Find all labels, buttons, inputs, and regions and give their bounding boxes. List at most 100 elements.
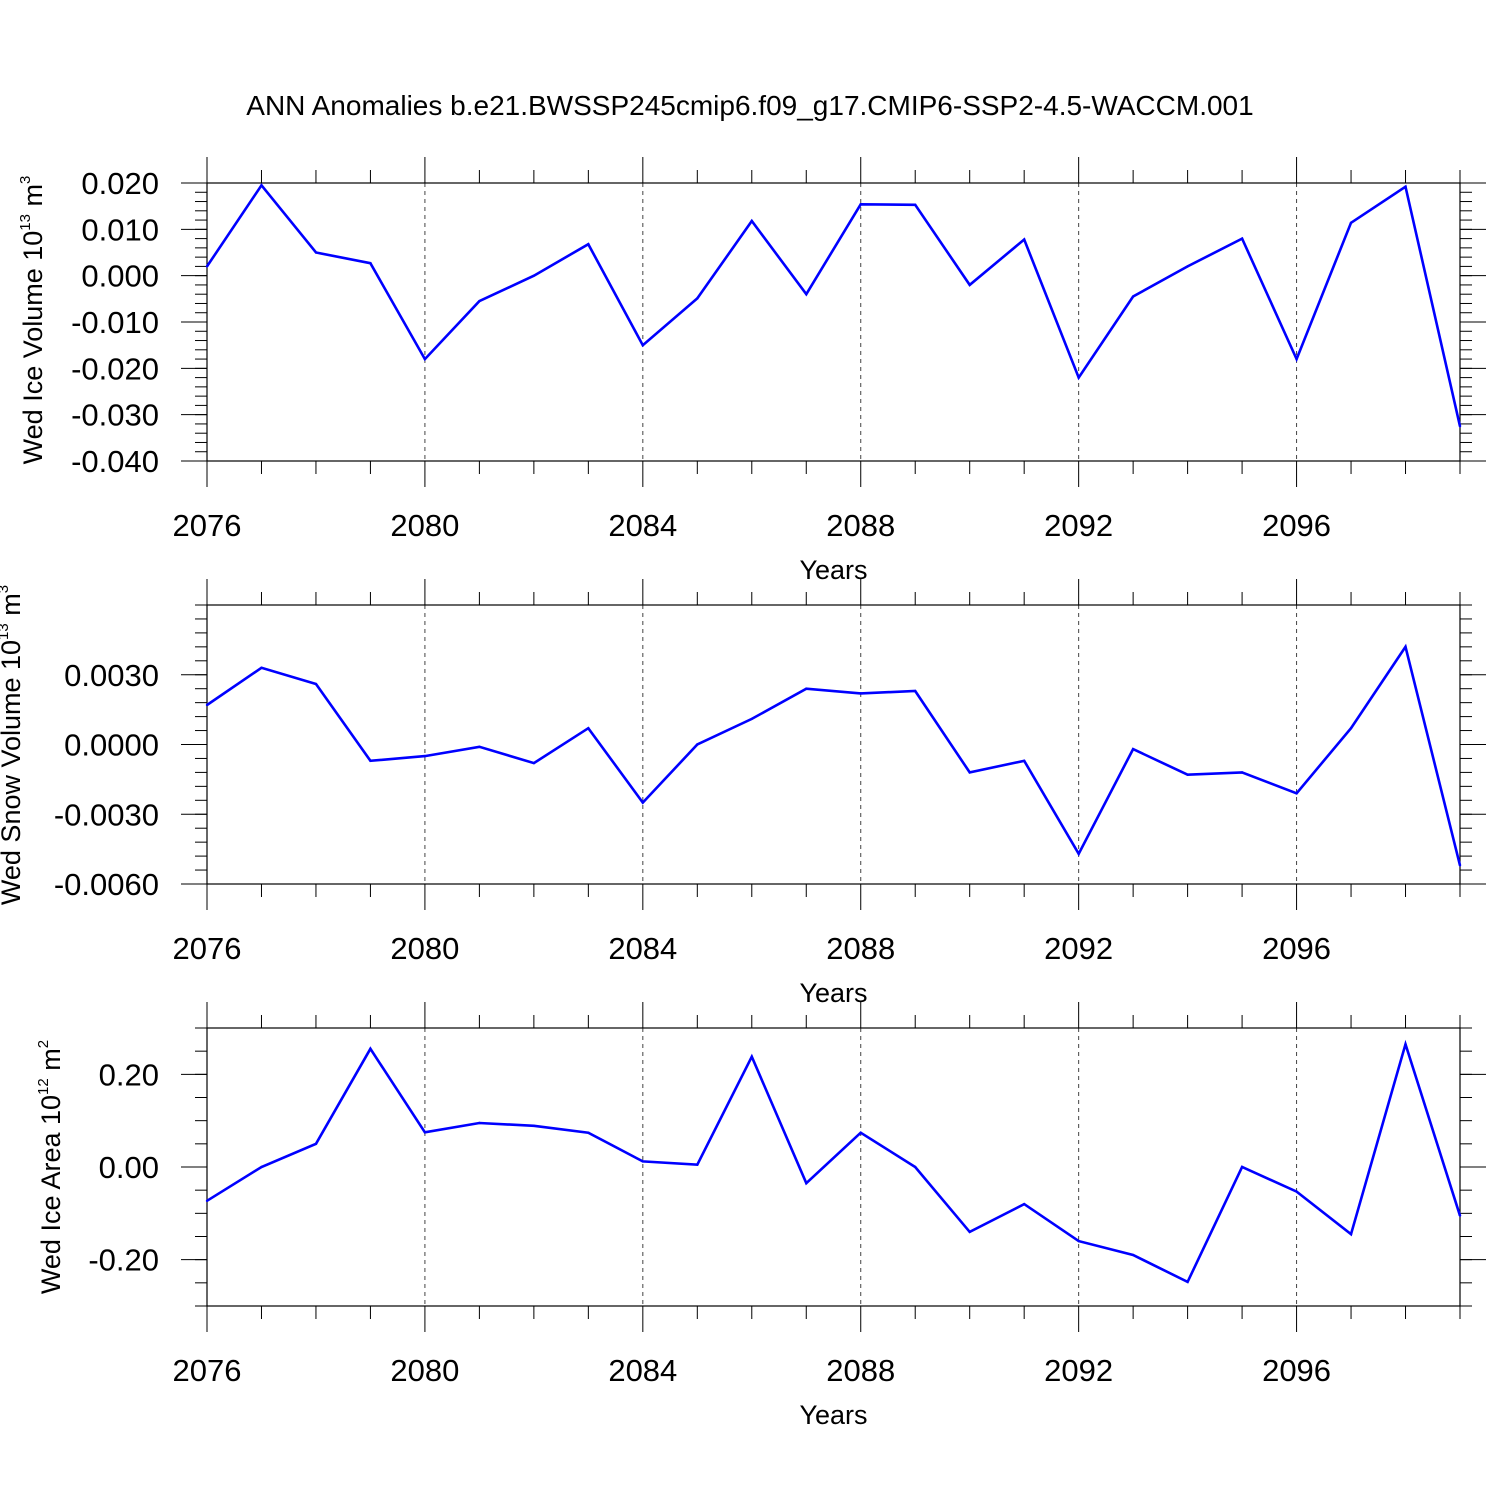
x-tick-label: 2088 [826,931,895,966]
data-point [1077,1239,1080,1243]
x-axis-title: Years [799,555,867,585]
data-point [805,293,808,296]
data-point [1295,1190,1298,1193]
panel-2: 2076 2080 2084 2088 2092 2096 Years 0.0030 0.000… [0,579,1486,1008]
series-line [206,643,1462,866]
series-line [205,183,1462,427]
y-tick-label: 0.20 [99,1057,159,1092]
y-tick-label: -0.040 [71,444,159,479]
x-tick-label: 2080 [390,931,459,966]
x-tick-label: 2084 [608,508,677,543]
data-point [914,1165,917,1169]
plot-frame [206,604,1461,885]
data-point [968,771,971,774]
data-point [859,692,862,695]
data-point [369,759,372,762]
x-tick-label: 2092 [1044,931,1113,966]
data-point [805,1182,808,1185]
x-tick-label: 2084 [608,931,677,966]
y-tick-label: -0.0030 [54,797,159,832]
x-tick-label: 2088 [826,1353,895,1388]
y-tick-label: 0.0030 [64,658,159,693]
plot-frame [206,182,1461,462]
data-point [696,743,699,746]
data-point [750,717,753,721]
data-point [750,1055,753,1058]
data-point [1458,1214,1462,1217]
x-tick-label: 2096 [1262,508,1331,543]
y-tick-label: -0.20 [88,1243,159,1278]
data-point [314,251,318,254]
plot-frame [206,1027,1461,1307]
data-point [478,1121,481,1125]
data-point [1240,237,1244,240]
data-point [1404,645,1407,649]
data-point [1240,771,1244,774]
data-point [1349,727,1353,730]
data-point [696,1163,699,1166]
y-axis-title: Wed Ice Volume 1013 m3 [17,176,48,465]
data-point [1240,1165,1244,1169]
y-tick-label: 0.00 [99,1150,159,1185]
data-point [587,1131,590,1134]
x-axis-title: Years [799,978,867,1008]
data-point [1404,1043,1407,1046]
data-point [1131,1253,1135,1257]
x-tick-label: 2088 [826,508,895,543]
y-tick-label: 0.020 [81,166,159,201]
y-tick-label: -0.010 [71,305,159,340]
y-tick-label: 0.000 [81,259,159,294]
chart-title: ANN Anomalies b.e21.BWSSP245cmip6.f09_g1… [246,90,1254,121]
data-point [1022,238,1026,241]
data-point [478,299,481,303]
data-point [205,1199,209,1203]
data-point [478,745,481,749]
x-tick-label: 2080 [390,1353,459,1388]
data-point [532,274,536,277]
x-tick-label: 2092 [1044,508,1113,543]
data-point [1077,852,1080,855]
y-tick-label: 0.010 [81,212,159,247]
data-point [423,754,427,758]
data-point [205,703,209,707]
data-point [369,261,372,265]
x-tick-label: 2092 [1044,1353,1113,1388]
data-point [1404,185,1407,188]
data-point [641,801,645,804]
x-tick-label: 2096 [1262,1353,1331,1388]
data-point [750,219,753,223]
data-point [1186,265,1189,268]
data-point [1186,1280,1189,1284]
panel-3: 2076 2080 2084 2088 2092 2096 Years 0.20 0.00 -0.… [35,1002,1486,1430]
data-point [1077,376,1080,379]
x-tick-label: 2076 [173,931,242,966]
data-point [641,1160,645,1163]
data-point [968,283,971,287]
data-point [859,1131,862,1134]
data-point [805,687,808,690]
x-tick-label: 2076 [173,508,242,543]
data-point [859,203,862,206]
panel-1: 2076 2080 2084 2088 2092 2096 Years 0.020 0.010 0… [17,157,1486,585]
x-tick-label: 2084 [608,1353,677,1388]
data-point [423,1131,427,1134]
data-point [641,343,645,347]
data-point [1131,295,1135,298]
data-point [260,184,263,187]
data-point [1295,357,1298,361]
data-point [369,1047,372,1051]
data-point [1295,792,1298,795]
data-point [587,727,590,730]
y-tick-label: -0.030 [71,398,159,433]
data-point [260,1165,263,1169]
series-line [206,1039,1462,1284]
data-point [1349,221,1353,225]
data-point [260,666,263,669]
data-point [1349,1232,1353,1236]
data-point [1186,773,1189,776]
data-point [1022,759,1026,762]
data-point [532,1124,536,1127]
data-point [587,242,590,246]
y-tick-label: -0.0060 [54,867,159,902]
